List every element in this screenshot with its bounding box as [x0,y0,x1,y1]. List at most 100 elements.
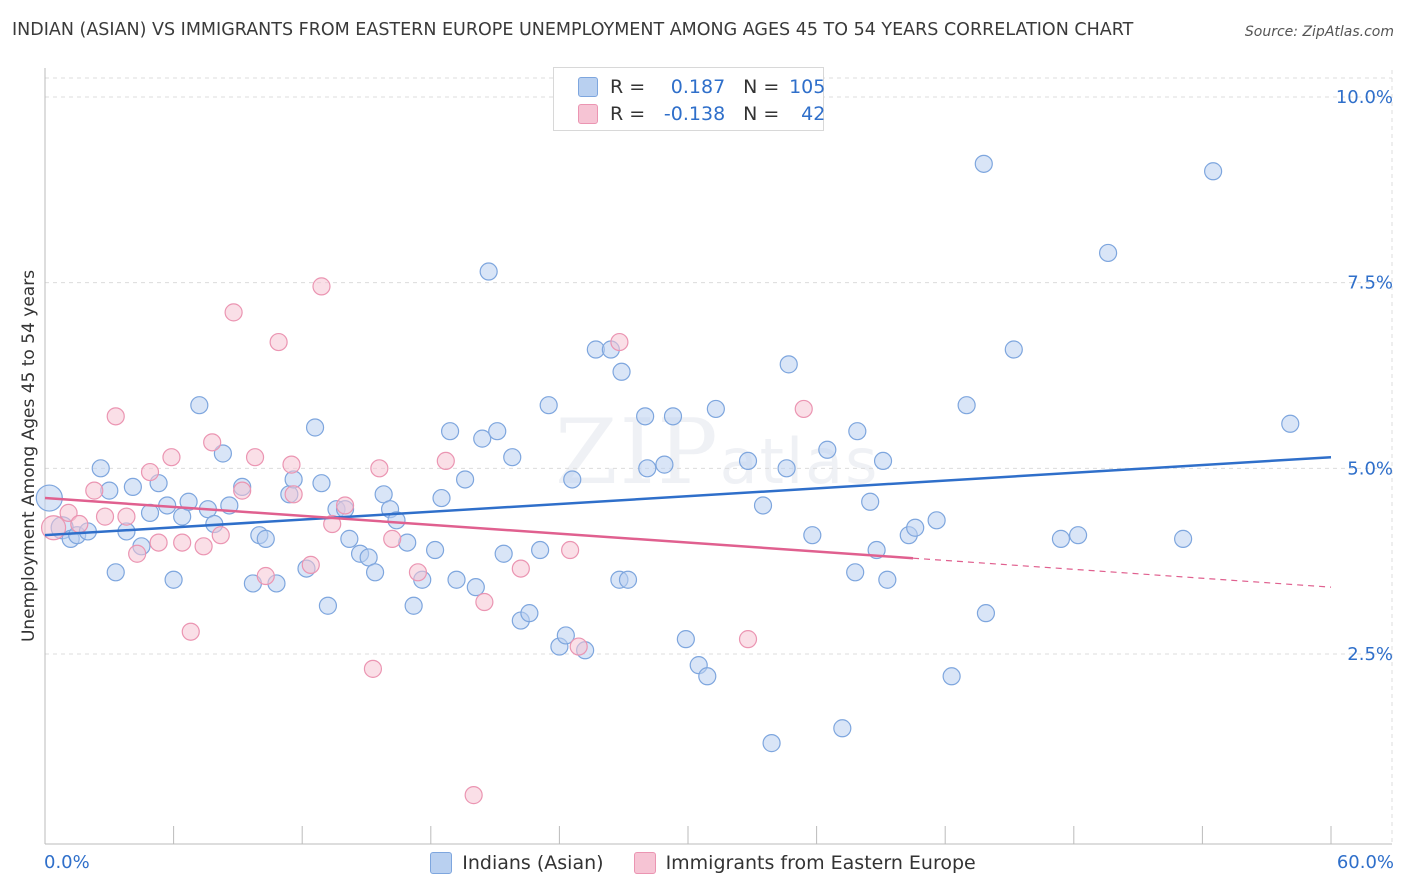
legend-n-value-1: 105 [789,76,826,98]
eastern-europe-point [794,399,813,419]
legend-item-eastern-europe[interactable]: Immigrants from Eastern Europe [633,852,976,874]
indians-point [1098,243,1118,263]
indians-point [1174,529,1193,548]
indians-point [927,511,946,530]
indians-point [340,529,359,548]
eastern-europe-point [464,786,483,805]
eastern-europe-point [363,659,383,678]
indians-point [1204,162,1223,181]
eastern-europe-point [312,277,331,296]
y-tick-label: 7.5% [1347,273,1393,294]
trend-lines [44,455,1332,588]
indians-point [1004,340,1023,359]
y-tick-label: 5.0% [1347,458,1393,479]
data-points [35,154,1300,805]
eastern-europe-point [569,637,588,656]
eastern-europe-point [511,559,530,578]
indians-point [698,667,717,686]
indians-point [779,355,798,374]
legend-label-indians: Indians (Asian) [462,852,604,874]
indians-point [655,455,674,474]
eastern-europe-point [738,630,758,649]
indians-point [777,459,796,478]
series-legend: Indians (Asian) Immigrants from Eastern … [0,852,1406,874]
eastern-europe-point [194,537,213,556]
eastern-europe-point [181,622,200,641]
indians-point [213,444,232,463]
indians-point [488,422,507,441]
eastern-europe-point [149,533,168,552]
indians-point [1281,414,1300,433]
eastern-europe-point [256,566,275,586]
eastern-europe-point [59,503,78,522]
indians-point [906,518,925,537]
indians-point [1068,526,1088,545]
indians-point [440,422,460,441]
eastern-europe-point [301,555,320,574]
indians-point [503,448,522,467]
indians-point [455,470,475,489]
indians-point [676,630,695,649]
indians-point [387,511,406,530]
indians-point [1051,529,1071,548]
x-tick-min: 0.0% [44,852,90,873]
indians-point [942,667,961,686]
legend-item-indians[interactable]: Indians (Asian) [430,852,604,874]
indians-point [618,570,638,589]
correlation-legend: R = 0.187 N = 105 R = -0.138 N = 42 [553,67,826,131]
indians-point [531,540,550,560]
eastern-europe-trend-line [44,496,914,560]
y-tick-label: 10.0% [1336,87,1393,108]
eastern-europe-point [269,332,288,352]
indians-point [878,570,897,589]
indians-point [190,396,209,415]
legend-r-label-2: R = [610,103,646,125]
y-tick-label: 2.5% [1347,644,1393,665]
eastern-europe-point [408,563,428,582]
indians-point [846,563,865,582]
indians-point [663,407,683,426]
indians-point [762,734,781,753]
indians-point [976,604,996,623]
indians-point [636,407,655,426]
indians-point [404,596,423,615]
eastern-europe-point [284,485,303,504]
indians-point [106,563,125,582]
indians-point [974,154,993,173]
eastern-europe-point [173,533,192,552]
legend-n-value-2: 42 [801,103,826,125]
indians-point [738,451,758,471]
indians-point [164,570,183,589]
eastern-europe-point [436,451,455,471]
y-axis-title: Unemployment Among Ages 45 to 54 years [19,270,39,642]
eastern-europe-point [323,514,342,534]
indians-point [520,604,539,623]
indians-point [425,540,445,560]
indians-point [91,459,110,478]
indians-point [365,563,385,582]
legend-n-label-2: N = [743,103,780,125]
indians-point [753,496,773,515]
eastern-europe-point [245,448,265,467]
indians-point [612,362,631,381]
indians-point [466,578,485,597]
indians-point [256,529,275,548]
legend-swatch-blue [578,77,598,97]
legend-r-label-1: R = [610,76,646,98]
indians-trend-line [44,455,1332,537]
y-tick-labels: 2.5% 5.0% 7.5% 10.0% [1336,87,1393,665]
indians-point [873,451,893,471]
eastern-europe-point [475,592,494,612]
indians-point [848,422,867,441]
eastern-europe-point [117,507,136,526]
eastern-europe-point [335,496,355,515]
legend-row-eastern-europe: R = -0.138 N = 42 [578,101,825,127]
indians-point [803,526,822,545]
source-label: Source: ZipAtlas.com [1244,24,1394,40]
indians-point [312,474,331,493]
indians-point [957,396,976,415]
legend-r-value-2: -0.138 [663,103,726,125]
indians-point [432,488,451,508]
eastern-europe-point [140,462,160,482]
